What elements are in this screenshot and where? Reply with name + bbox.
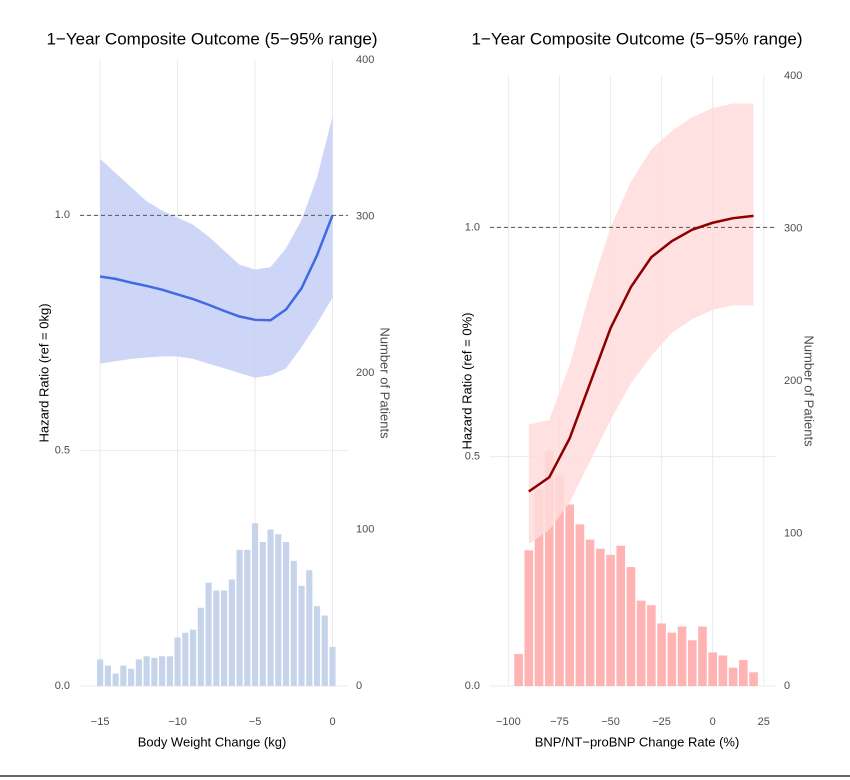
histogram-bar <box>190 629 197 686</box>
chart-title: 1−Year Composite Outcome (5−95% range) <box>46 29 377 48</box>
histogram-bar <box>657 623 666 686</box>
histogram-bar <box>112 673 119 686</box>
histogram-bar <box>267 529 274 686</box>
histogram-bar <box>143 656 150 686</box>
hazard-line <box>528 214 754 493</box>
histogram-bar <box>749 672 758 686</box>
y-tick-label: 0.5 <box>55 445 70 457</box>
chart-title: 1−Year Composite Outcome (5−95% range) <box>471 29 802 48</box>
histogram-bar <box>151 657 158 686</box>
y-tick-label: 0.5 <box>465 451 480 463</box>
y2-tick-label: 0 <box>784 680 790 692</box>
histogram-bar <box>182 632 189 686</box>
x-tick-label: −100 <box>496 716 521 728</box>
x-tick-label: −50 <box>601 716 620 728</box>
x-tick-label: −5 <box>249 716 262 728</box>
y2-axis-title: Number of Patients <box>378 327 393 439</box>
histogram-bar <box>585 539 595 686</box>
y-tick-label: 1.0 <box>465 221 480 233</box>
histogram-bar <box>616 545 626 686</box>
histogram-bar <box>534 489 544 686</box>
y2-tick-label: 100 <box>784 527 802 539</box>
x-tick-label: 0 <box>329 716 335 728</box>
histogram-bar <box>282 542 290 686</box>
histogram-bar <box>698 626 707 686</box>
histogram-bar <box>120 665 127 686</box>
y2-tick-label: 0 <box>356 680 362 692</box>
histogram-bar <box>739 660 748 686</box>
histogram-bar <box>205 582 212 686</box>
histogram-bar <box>514 653 523 686</box>
y-tick-label: 0.0 <box>465 680 480 692</box>
y2-tick-label: 200 <box>784 375 802 387</box>
y2-tick-label: 100 <box>356 523 374 535</box>
histogram-bar <box>626 567 636 686</box>
x-tick-label: −25 <box>652 716 671 728</box>
histogram-bar <box>251 523 259 686</box>
histogram-bar <box>236 549 243 686</box>
histogram-bar <box>298 585 305 686</box>
histogram-bar <box>647 605 656 686</box>
histogram-bar <box>606 554 615 686</box>
y-tick-label: 1.0 <box>55 209 70 221</box>
x-axis-title: Body Weight Change (kg) <box>138 734 287 749</box>
x-axis-title: BNP/NT−proBNP Change Rate (%) <box>535 734 740 749</box>
histogram-bar <box>128 668 135 686</box>
histogram-bar <box>135 659 142 686</box>
histogram-bar <box>306 570 313 686</box>
histogram-bar <box>596 548 605 686</box>
histogram-bar <box>718 655 728 686</box>
histogram-bar <box>220 590 228 686</box>
histogram-bar <box>97 659 104 686</box>
histogram-bar <box>197 607 204 686</box>
histogram-bar <box>524 550 534 686</box>
histogram-bar <box>667 632 677 686</box>
x-tick-label: 0 <box>710 716 716 728</box>
y-axis-title: Hazard Ratio (ref = 0%) <box>459 313 474 450</box>
histogram-bar <box>555 475 564 686</box>
histogram-bar <box>677 626 687 686</box>
histogram-bar <box>159 656 166 686</box>
x-tick-label: −10 <box>168 716 187 728</box>
x-tick-label: −75 <box>550 716 569 728</box>
histogram-bar <box>565 504 574 686</box>
histogram-bar <box>544 451 554 686</box>
histogram-bar <box>213 590 220 686</box>
y2-tick-label: 300 <box>784 222 802 234</box>
histogram-bar <box>728 667 738 686</box>
y-axis-title: Hazard Ratio (ref = 0kg) <box>36 303 51 442</box>
y2-tick-label: 300 <box>356 210 374 222</box>
histogram-bar <box>313 606 321 686</box>
histogram-bar <box>166 656 173 686</box>
histogram-bar <box>275 534 282 686</box>
histogram-bar <box>244 549 251 686</box>
histogram-bar <box>174 637 181 686</box>
histogram-bar <box>708 652 717 686</box>
y2-axis-title: Number of Patients <box>802 335 817 447</box>
histogram-bar <box>687 640 697 686</box>
histogram-bar <box>104 665 111 686</box>
confidence-band <box>528 103 754 544</box>
histogram-bar <box>575 524 585 686</box>
histogram-bar <box>228 579 235 686</box>
histogram-bar <box>636 600 646 686</box>
histogram-bar <box>329 646 336 686</box>
y2-tick-label: 400 <box>784 70 802 82</box>
confidence-band <box>100 116 333 378</box>
histogram-bar <box>259 542 266 686</box>
histogram-bar <box>290 560 297 686</box>
hazard-line <box>99 214 334 322</box>
x-tick-label: 25 <box>758 716 770 728</box>
y2-tick-label: 200 <box>356 367 374 379</box>
y2-tick-label: 400 <box>356 54 374 66</box>
y-tick-label: 0.0 <box>55 680 70 692</box>
x-tick-label: −15 <box>91 716 110 728</box>
histogram-bar <box>321 615 328 686</box>
